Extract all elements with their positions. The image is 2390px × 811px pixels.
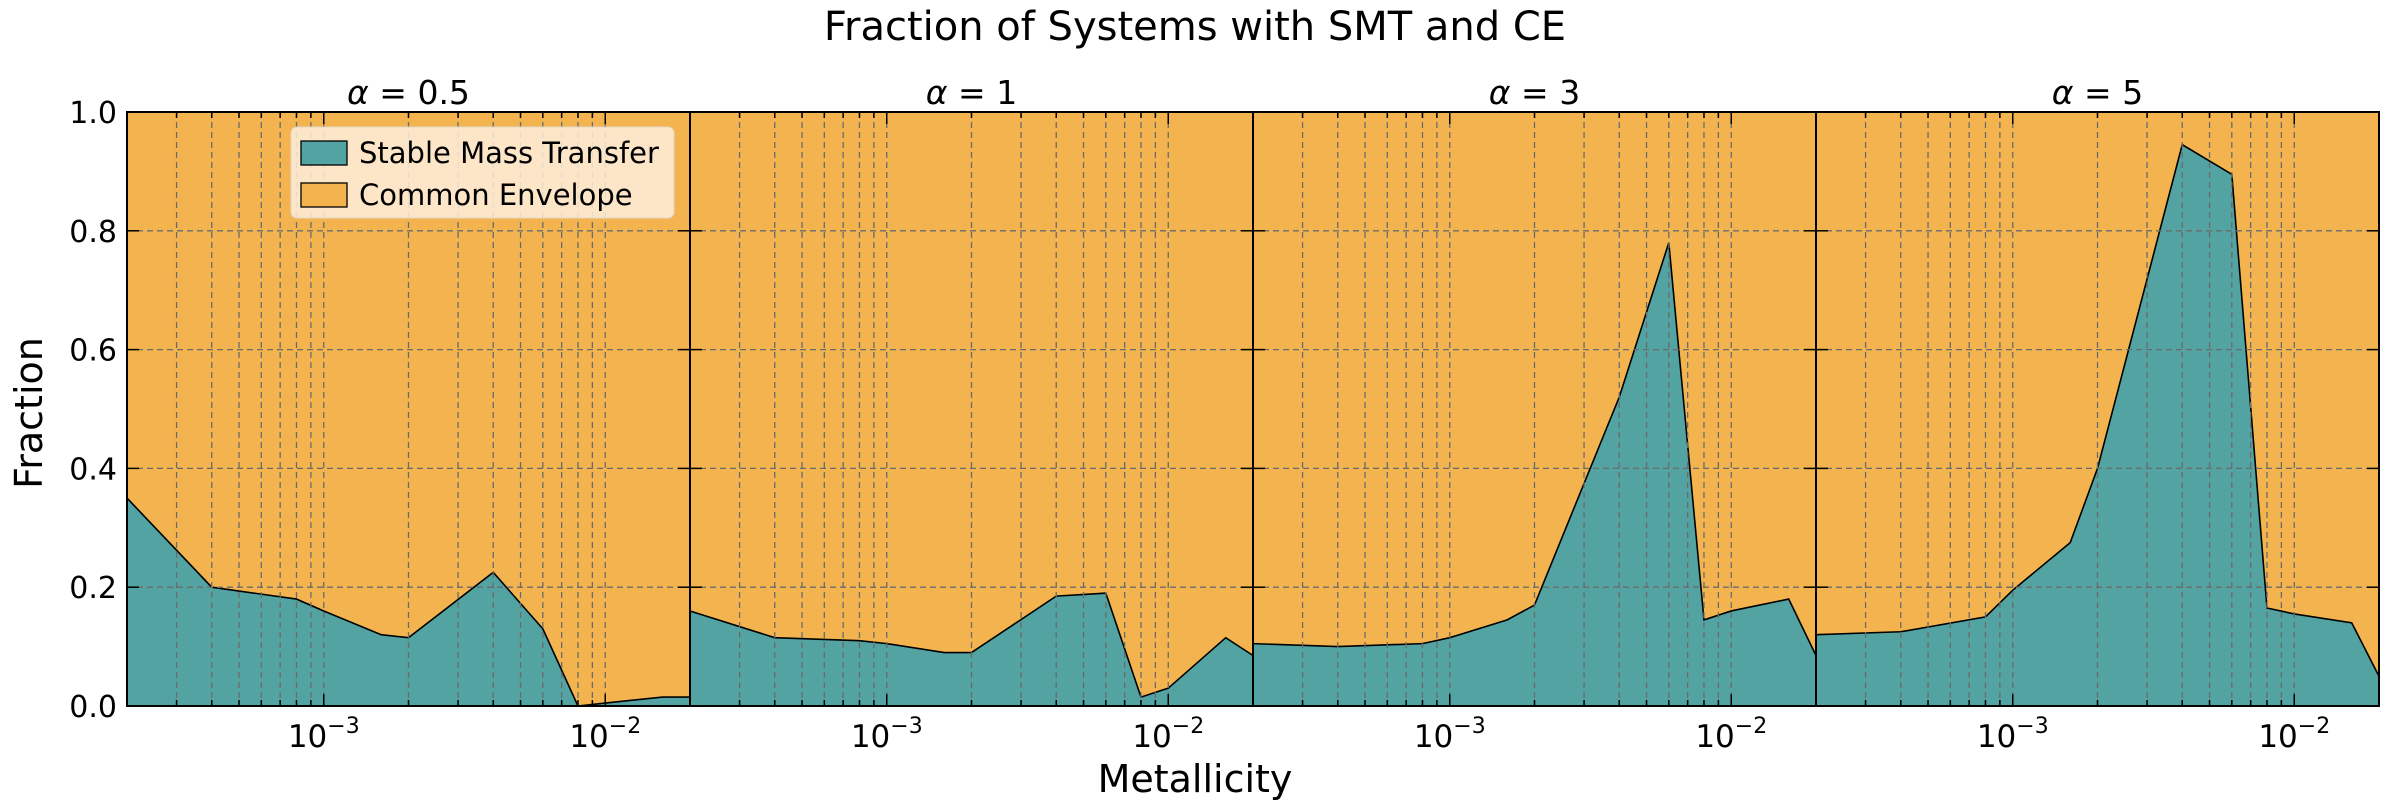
area-stable-mass-transfer [127, 498, 690, 706]
legend-swatch [300, 182, 348, 208]
panel-title-value: = 5 [2074, 73, 2144, 112]
x-tick-label-exponent: −2 [1735, 714, 1767, 739]
x-tick-label: 10−2 [569, 714, 641, 755]
panel-title: α = 3 [1489, 73, 1580, 112]
x-tick-label: 10−3 [1414, 714, 1486, 755]
area-common-envelope [127, 112, 690, 706]
panel-4: α = 510−3 10−2 [1815, 73, 2380, 755]
panel-title-symbol: α [1489, 73, 1511, 112]
x-tick-label-base: 10 [288, 719, 327, 755]
panel-title-symbol: α [926, 73, 948, 112]
area-stable-mass-transfer [1816, 144, 2379, 707]
legend-label: Common Envelope [359, 178, 633, 212]
y-tick-label: 0.2 [69, 571, 117, 606]
legend: Stable Mass Transfer Common Envelope [290, 126, 675, 219]
panel-title-symbol: α [2052, 73, 2074, 112]
x-tick-label: 10−3 [288, 714, 360, 755]
legend-label: Stable Mass Transfer [359, 136, 659, 170]
legend-box [290, 126, 675, 219]
panel-2: α = 110−3 10−2 [689, 73, 1254, 755]
x-tick-label-base: 10 [1695, 719, 1734, 755]
y-tick-label: 0.0 [69, 690, 117, 725]
x-tick-label: 10−2 [2258, 714, 2330, 755]
x-tick-label-exponent: −3 [327, 714, 359, 739]
x-tick-label-exponent: −2 [1172, 714, 1204, 739]
panel-title: α = 1 [926, 73, 1017, 112]
panels: α = 0.510−3 10−20.00.20.40.60.81.0α = 110… [69, 73, 2380, 755]
panel-title: α = 0.5 [347, 73, 470, 112]
line-stable-mass-transfer [1252, 242, 1817, 656]
x-tick-label-base: 10 [1414, 719, 1453, 755]
x-tick-label-exponent: −3 [2016, 714, 2048, 739]
y-axis-label: Fraction [7, 337, 51, 489]
x-tick-label: 10−2 [1695, 714, 1767, 755]
panel-frame [1815, 111, 2380, 707]
x-tick-label-base: 10 [569, 719, 608, 755]
panel-title-value: = 0.5 [369, 73, 470, 112]
x-tick-label-base: 10 [1977, 719, 2016, 755]
y-tick-label: 1.0 [69, 96, 117, 131]
panel-3: α = 310−3 10−2 [1252, 73, 1817, 755]
panel-title-value: = 1 [948, 73, 1018, 112]
x-tick-label-base: 10 [2258, 719, 2297, 755]
panel-title: α = 5 [2052, 73, 2143, 112]
x-tick-label-exponent: −2 [609, 714, 641, 739]
x-tick-label-exponent: −3 [1453, 714, 1485, 739]
x-tick-label-base: 10 [1132, 719, 1171, 755]
x-tick-label: 10−2 [1132, 714, 1204, 755]
x-tick-label-base: 10 [851, 719, 890, 755]
x-tick-label-exponent: −2 [2298, 714, 2330, 739]
y-tick-label: 0.4 [69, 452, 117, 487]
area-stable-mass-transfer [1253, 242, 1816, 706]
x-tick-label: 10−3 [851, 714, 923, 755]
figure-title: Fraction of Systems with SMT and CE [824, 4, 1566, 50]
x-tick-label-exponent: −3 [890, 714, 922, 739]
area-stable-mass-transfer [690, 593, 1253, 706]
y-tick-label: 0.8 [69, 215, 117, 250]
x-tick-label: 10−3 [1977, 714, 2049, 755]
line-stable-mass-transfer [126, 497, 690, 707]
line-stable-mass-transfer [1815, 143, 2380, 677]
legend-swatch [300, 140, 348, 166]
panel-title-symbol: α [347, 73, 369, 112]
panel-title-value: = 3 [1511, 73, 1581, 112]
panel-1: α = 0.510−3 10−20.00.20.40.60.81.0 [69, 73, 691, 755]
x-axis-label: Metallicity [1098, 757, 1293, 801]
line-stable-mass-transfer [689, 592, 1254, 699]
y-tick-label: 0.6 [69, 334, 117, 369]
